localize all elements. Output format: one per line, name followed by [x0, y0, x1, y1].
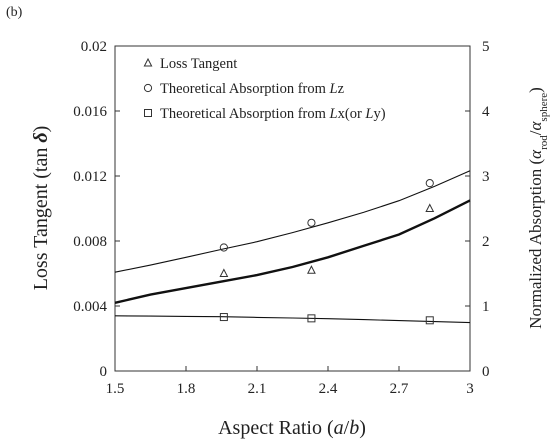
- x-tick-label: 1.8: [177, 381, 196, 397]
- legend-label: Theoretical Absorption from Lx(or Ly): [160, 106, 386, 122]
- y-right-tick-label: 3: [482, 169, 490, 185]
- square-point: [425, 316, 434, 325]
- legend-label: Loss Tangent: [160, 56, 237, 72]
- circle-point: [219, 243, 228, 252]
- y-left-tick-label: 0.02: [81, 39, 107, 55]
- x-tick-label: 1.5: [106, 381, 125, 397]
- y-axis-label-right: Normalized Absorption (αrod/αsphere): [526, 87, 550, 329]
- square-point: [219, 313, 228, 322]
- fit-curve-0: [114, 199, 471, 304]
- y-left-tick-label: 0.008: [73, 234, 107, 250]
- circle-point: [425, 179, 434, 188]
- y-axis-label-left: Loss Tangent (tan δ): [30, 126, 52, 291]
- y-right-tick-label: 1: [482, 299, 490, 315]
- plot-frame: [114, 45, 471, 372]
- circle-point: [307, 218, 316, 227]
- x-tick-label: 3: [466, 381, 474, 397]
- y-right-tick-label: 2: [482, 234, 490, 250]
- y-left-tick-label: 0.012: [73, 169, 107, 185]
- legend-marker-triangle: [143, 57, 153, 67]
- y-left-tick-label: 0: [100, 364, 108, 380]
- legend-marker-square: [144, 109, 152, 117]
- y-left-tick-label: 0.004: [73, 299, 107, 315]
- data-markers: [219, 179, 435, 325]
- legend-marker-circle: [143, 83, 153, 93]
- fit-curve-1: [114, 170, 471, 273]
- y-right-tick-label: 5: [482, 39, 490, 55]
- legend-label: Theoretical Absorption from Lz: [160, 81, 345, 97]
- x-tick-label: 2.7: [390, 381, 409, 397]
- y-left-tick-label: 0.016: [73, 104, 107, 120]
- y-right-tick-label: 4: [482, 104, 490, 120]
- x-tick-label: 2.4: [319, 381, 338, 397]
- fit-curves: [114, 170, 471, 324]
- triangle-point: [307, 265, 316, 274]
- axis-ticks: 1.5 1.8 2.1 2.4 2.7 300.0040.0080.0120.0160.0…: [73, 39, 490, 397]
- legend: Loss Tangent Theoretical Absorption from …: [143, 56, 386, 122]
- x-axis-label: Aspect Ratio (a/b): [218, 417, 366, 439]
- triangle-point: [219, 268, 229, 277]
- y-right-tick-label: 0: [482, 364, 490, 380]
- triangle-point: [425, 203, 435, 212]
- square-point: [307, 314, 316, 323]
- x-tick-label: 2.1: [248, 381, 267, 397]
- fit-curve-2: [114, 315, 471, 324]
- panel-label: (b): [6, 5, 23, 20]
